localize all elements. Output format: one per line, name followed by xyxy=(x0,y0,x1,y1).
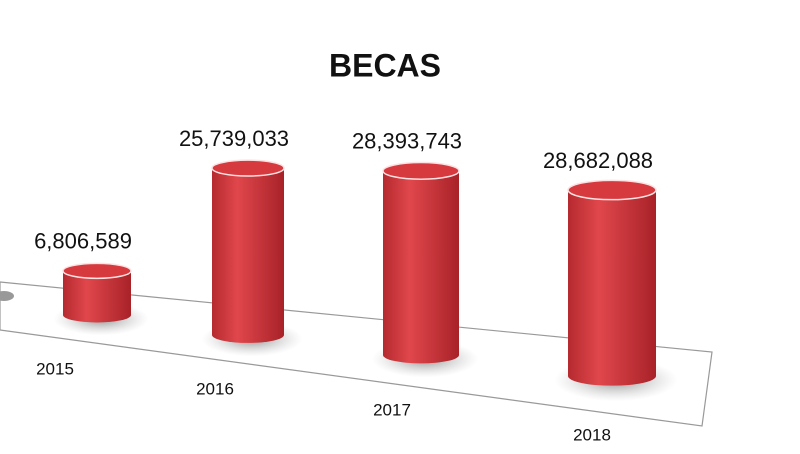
bar-top xyxy=(382,161,460,180)
x-tick-label: 2016 xyxy=(196,379,234,398)
value-label: 28,682,088 xyxy=(543,148,653,173)
bar-top xyxy=(211,159,285,177)
x-tick-label: 2017 xyxy=(373,400,411,419)
plot: 6,806,589 2015 25,739,033 2016 28,393,743 201… xyxy=(34,126,678,444)
value-label: 25,739,033 xyxy=(179,126,289,151)
chart-title: BECAS xyxy=(329,47,441,83)
bar xyxy=(568,190,656,386)
bar xyxy=(63,270,131,323)
value-label: 6,806,589 xyxy=(34,229,132,254)
floor-edge xyxy=(0,291,14,301)
x-tick-label: 2018 xyxy=(573,425,611,444)
bar xyxy=(212,168,284,343)
floor xyxy=(0,281,713,427)
value-label: 28,393,743 xyxy=(352,129,462,154)
bar-top xyxy=(62,262,132,280)
x-tick-label: 2015 xyxy=(36,359,74,378)
bar-top xyxy=(567,179,657,201)
bar xyxy=(383,170,459,364)
